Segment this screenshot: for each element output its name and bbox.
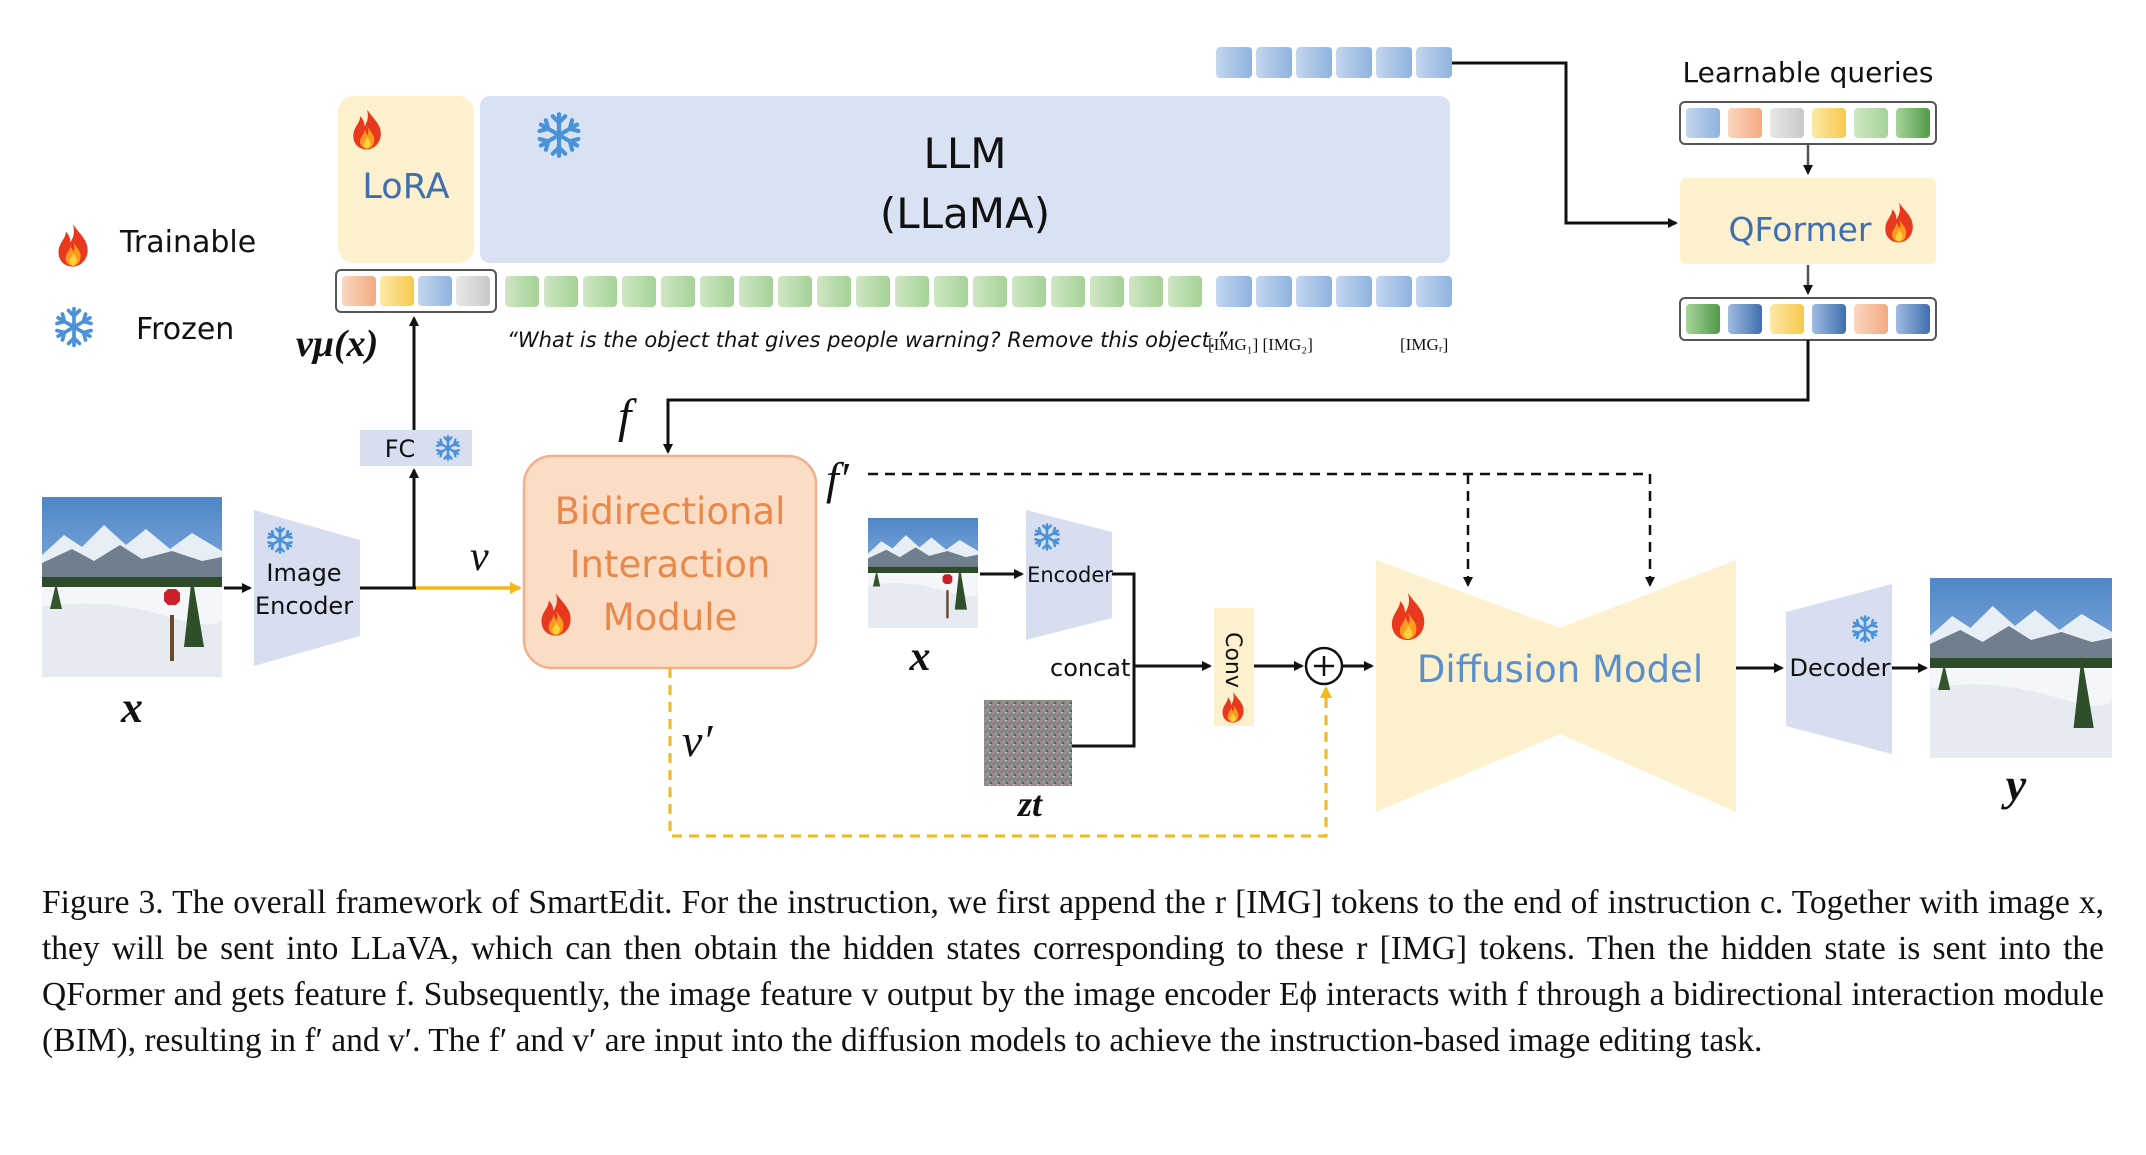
f-prime-label: f′ <box>826 453 850 504</box>
img-token-labels: [IMG₁] [IMG₂] <box>1208 335 1313 354</box>
lora-label: LoRA <box>362 167 449 207</box>
v-label: v <box>470 534 489 580</box>
output-photo <box>1930 578 2112 758</box>
instruction-tokens <box>505 276 1202 307</box>
decoder-label: Decoder <box>1790 654 1891 682</box>
x-label-input: x <box>120 683 143 732</box>
legend-trainable: Trainable <box>119 225 256 260</box>
qformer-label: QFormer <box>1729 210 1872 249</box>
bim-label-3: Module <box>603 596 738 639</box>
conv-label: Conv <box>1220 632 1245 688</box>
bim-label-2: Interaction <box>570 543 771 586</box>
v-mu-label: vμ(x) <box>296 323 378 365</box>
llm-output-tokens <box>1216 47 1452 78</box>
z-t-label: zt <box>1016 784 1043 824</box>
img-token-last-label: [IMGᵣ] <box>1400 335 1448 354</box>
instruction-text: “What is the object that gives people wa… <box>507 328 1229 352</box>
f-label: f <box>618 390 637 443</box>
learnable-queries-label: Learnable queries <box>1683 56 1934 89</box>
framework-diagram: Trainable Frozen LoRA LLM (LLaMA) <box>42 47 2112 838</box>
encoder-label: Encoder <box>1027 563 1113 587</box>
legend-frozen: Frozen <box>136 312 234 347</box>
image-encoder-label-1: Image <box>266 559 341 587</box>
concat-label: concat <box>1050 654 1130 682</box>
bim-label-1: Bidirectional <box>555 490 786 533</box>
llm-title: LLM <box>923 129 1006 178</box>
noise-image <box>984 700 1072 786</box>
image-encoder-label-2: Encoder <box>255 592 353 620</box>
diffusion-label: Diffusion Model <box>1417 648 1703 691</box>
qformer-block <box>1680 178 1936 264</box>
v-prime-label: v′ <box>682 715 713 766</box>
img-tokens <box>1216 276 1452 307</box>
diffusion-model <box>1376 560 1736 812</box>
x-label-middle: x <box>909 634 931 680</box>
flame-icon <box>58 224 88 267</box>
snowflake-icon <box>55 309 92 346</box>
fc-layer <box>360 430 472 466</box>
fc-label: FC <box>385 435 416 463</box>
y-label: y <box>2001 759 2027 810</box>
figure-caption: Figure 3. The overall framework of Smart… <box>42 884 2104 1059</box>
llm-block <box>480 96 1450 263</box>
llm-subtitle: (LLaMA) <box>880 189 1050 238</box>
stop-sign-photo <box>42 497 222 677</box>
stop-sign-photo <box>868 518 978 628</box>
